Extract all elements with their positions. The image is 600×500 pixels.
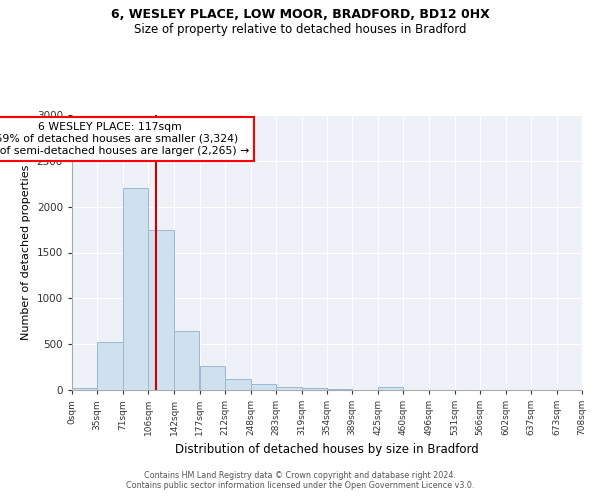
Bar xyxy=(276,387,302,390)
Text: Distribution of detached houses by size in Bradford: Distribution of detached houses by size … xyxy=(175,442,479,456)
Bar xyxy=(72,388,97,390)
Bar xyxy=(148,230,174,390)
Bar xyxy=(378,387,403,390)
Bar xyxy=(175,332,199,390)
Text: Size of property relative to detached houses in Bradford: Size of property relative to detached ho… xyxy=(134,22,466,36)
Bar xyxy=(251,384,276,390)
Bar xyxy=(225,379,251,390)
Bar xyxy=(327,388,352,390)
Text: Contains HM Land Registry data © Crown copyright and database right 2024.
Contai: Contains HM Land Registry data © Crown c… xyxy=(126,470,474,490)
Bar xyxy=(123,188,148,390)
Bar xyxy=(97,342,123,390)
Text: 6 WESLEY PLACE: 117sqm
← 59% of detached houses are smaller (3,324)
40% of semi-: 6 WESLEY PLACE: 117sqm ← 59% of detached… xyxy=(0,122,249,156)
Bar xyxy=(200,366,224,390)
Bar xyxy=(302,388,327,390)
Text: 6, WESLEY PLACE, LOW MOOR, BRADFORD, BD12 0HX: 6, WESLEY PLACE, LOW MOOR, BRADFORD, BD1… xyxy=(110,8,490,20)
Y-axis label: Number of detached properties: Number of detached properties xyxy=(21,165,31,340)
